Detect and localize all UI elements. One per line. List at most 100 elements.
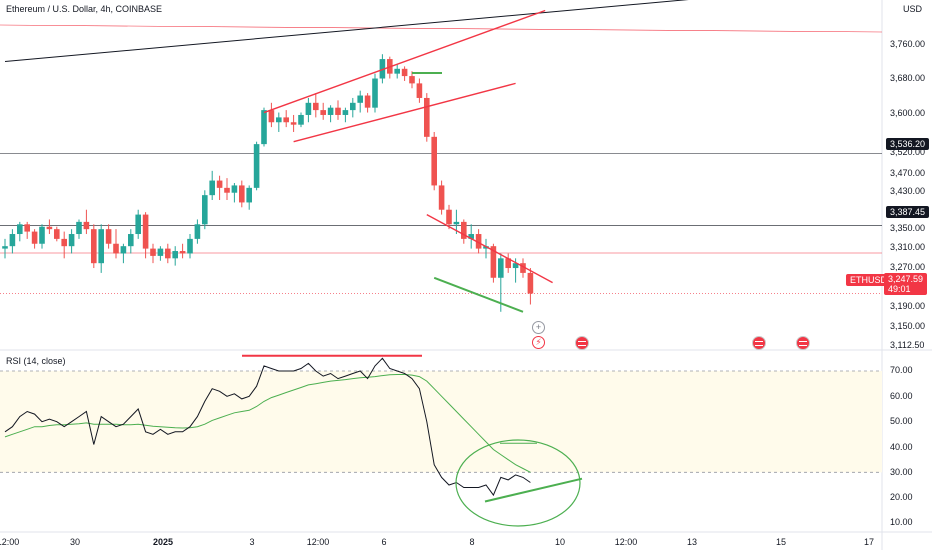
currency-label[interactable]: USD [902,4,922,14]
price-tick: 3,760.00 [890,39,926,49]
candle-body [113,243,119,254]
candle-body [364,95,371,108]
candle-body [179,251,186,254]
candle-body [461,221,467,239]
candle-body [305,102,312,115]
candle-body [520,263,526,273]
candle-body [135,214,141,235]
time-tick: 12:00 [614,537,638,547]
candle-body [31,231,38,244]
candle-body [468,234,474,239]
candle-body [83,221,90,230]
candle-body [320,110,326,115]
rsi-circle [455,439,581,527]
candle-body [298,114,304,125]
candle-body [357,95,363,103]
rsi-ma-line [4,374,531,473]
candle-body [350,102,356,111]
price-tick: 3,310.00 [890,242,926,252]
candle-body [342,110,349,115]
price-tick: 3,112.50 [890,340,925,350]
candle-body [61,238,67,247]
lightning-icon[interactable]: ⚡ [532,336,545,349]
price-tick: 3,470.00 [890,168,926,178]
candle-body [231,185,238,193]
candle-body [401,68,408,77]
candle-body [394,68,400,74]
price-tick: 3,520.00 [890,147,926,157]
rsi-tick: 30.00 [890,467,913,477]
candle-body [335,107,341,115]
candle-body [431,136,437,186]
candle-body [128,234,134,247]
candle-body [54,229,60,239]
candle-body [505,258,511,269]
candle-body [46,226,53,230]
candle-body [17,224,23,235]
trendline [4,0,689,63]
time-tick: 15 [775,537,787,547]
trendline [426,213,553,284]
candle-body [424,97,430,137]
candle-body [313,102,319,111]
candle-body [379,59,386,79]
rsi-tick: 60.00 [890,391,913,401]
candle-body [512,263,519,269]
symbol-tag: ETHUSD [846,274,892,286]
candle-body [68,234,75,247]
time-tick: 6 [381,537,387,547]
time-tick: 30 [69,537,81,547]
candle-body [2,246,8,249]
candle-body [105,229,112,244]
candle-body [98,229,104,264]
rsi-tick: 40.00 [890,442,913,452]
trendline [293,82,516,143]
candle-body [172,251,178,259]
price-tick: 3,270.00 [890,262,926,272]
us-flag-icon[interactable] [796,336,810,350]
candle-body [120,246,127,254]
chart-title: Ethereum / U.S. Dollar, 4h, COINBASE [6,4,163,14]
price-level-tag: 3,387.45 [886,206,930,218]
time-tick: 12:00 [0,537,20,547]
candle-body [187,238,193,254]
price-level-tag: 3,536.20 [886,138,930,150]
add-event-icon[interactable]: + [532,321,545,334]
candle-body [283,117,289,123]
candle-body [409,76,415,84]
time-tick: 3 [249,537,255,547]
price-tick: 3,150.00 [890,321,926,331]
bar-countdown: 49:01 [888,284,911,294]
trendline [433,276,524,313]
candle-body [39,226,45,244]
candle-body [224,187,230,193]
time-tick: 12:00 [306,537,330,547]
candle-body [327,107,334,115]
resistance-line [0,24,883,33]
us-flag-icon[interactable] [752,336,766,350]
candle-body [498,258,504,278]
price-tick: 3,190.00 [890,301,926,311]
candle-body [246,187,252,203]
candle-body [253,144,260,188]
time-tick: 8 [469,537,475,547]
candle-body [261,110,267,145]
time-tick: 13 [686,537,698,547]
rsi-title[interactable]: RSI (14, close) [6,356,66,366]
price-tick: 3,680.00 [890,73,926,83]
time-tick: 17 [863,537,875,547]
candle-body [165,248,171,259]
candle-body [76,221,82,235]
rsi-divergence-line [484,477,583,503]
candle-body [239,185,245,203]
us-flag-icon[interactable] [575,336,589,350]
candle-body [216,180,223,188]
candle-body [446,209,452,225]
rsi-band [0,371,882,473]
candle-body [91,229,97,264]
rsi-tick: 50.00 [890,416,913,426]
price-tick: 3,430.00 [890,186,926,196]
candle-body [475,234,482,249]
time-tick: 10 [554,537,566,547]
